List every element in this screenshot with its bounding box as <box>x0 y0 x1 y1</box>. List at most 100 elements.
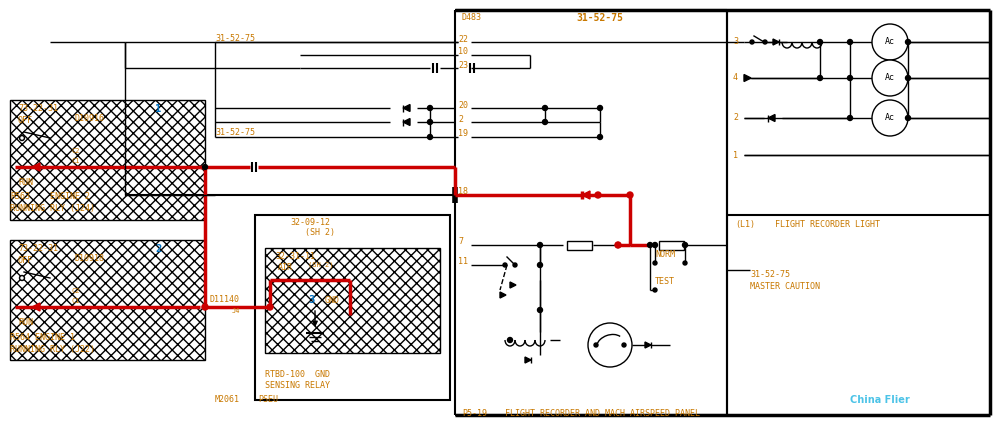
Circle shape <box>905 76 910 81</box>
Polygon shape <box>767 115 774 121</box>
Text: OFF: OFF <box>18 256 33 265</box>
Circle shape <box>847 115 852 121</box>
Text: 31-52-75: 31-52-75 <box>215 128 255 137</box>
Polygon shape <box>743 75 750 82</box>
Polygon shape <box>510 282 516 288</box>
Text: China Flier: China Flier <box>850 395 909 405</box>
Circle shape <box>847 76 852 81</box>
Text: AIR: AIR <box>278 263 293 272</box>
Text: 2: 2 <box>154 244 161 254</box>
Polygon shape <box>525 357 531 363</box>
Circle shape <box>816 76 821 81</box>
Circle shape <box>427 120 432 124</box>
Text: PSEU: PSEU <box>258 395 278 404</box>
Text: (SH 2): (SH 2) <box>308 261 333 268</box>
Text: TEST: TEST <box>654 277 674 286</box>
Text: 31-52-75: 31-52-75 <box>576 13 623 23</box>
Text: SENSING RELAY: SENSING RELAY <box>265 381 330 390</box>
Circle shape <box>762 40 766 44</box>
Circle shape <box>682 261 686 265</box>
Text: 23: 23 <box>457 60 467 69</box>
Bar <box>255 215 449 400</box>
Polygon shape <box>402 118 409 126</box>
Circle shape <box>597 135 602 139</box>
Text: FLIGHT RECORDER LIGHT: FLIGHT RECORDER LIGHT <box>774 220 879 229</box>
Text: R563: R563 <box>10 192 30 201</box>
Text: D483: D483 <box>461 13 481 22</box>
Bar <box>659 241 684 250</box>
Text: 2: 2 <box>732 114 737 123</box>
Text: GND: GND <box>325 296 340 305</box>
Circle shape <box>542 120 547 124</box>
Polygon shape <box>644 342 650 348</box>
Polygon shape <box>32 163 40 171</box>
Circle shape <box>203 164 208 169</box>
Circle shape <box>537 242 542 248</box>
Circle shape <box>19 136 24 141</box>
Text: 73-22-31: 73-22-31 <box>18 244 58 253</box>
Text: C2: C2 <box>72 288 80 294</box>
Text: OFF: OFF <box>18 116 33 125</box>
Text: C1: C1 <box>72 298 80 304</box>
Text: P5-19: P5-19 <box>461 409 486 418</box>
Text: FLIGHT RECORDER AND MACH AIRSPEED PANEL: FLIGHT RECORDER AND MACH AIRSPEED PANEL <box>505 409 699 418</box>
Text: 31-52-75: 31-52-75 <box>215 34 255 43</box>
Circle shape <box>537 263 542 268</box>
Text: RUNNING RLY (J22): RUNNING RLY (J22) <box>10 345 95 354</box>
Circle shape <box>267 304 273 310</box>
Circle shape <box>872 24 907 60</box>
Text: Ac: Ac <box>884 114 894 123</box>
Circle shape <box>203 305 208 309</box>
Circle shape <box>905 115 910 121</box>
Text: 11: 11 <box>457 257 467 266</box>
Circle shape <box>595 192 601 198</box>
Circle shape <box>847 39 852 45</box>
Circle shape <box>647 242 652 248</box>
Text: D10918: D10918 <box>75 254 105 263</box>
Circle shape <box>594 343 598 347</box>
Text: RUN: RUN <box>18 178 33 187</box>
Text: 32-31-11: 32-31-11 <box>275 252 315 261</box>
Polygon shape <box>499 292 506 298</box>
Polygon shape <box>402 105 409 112</box>
Text: 1: 1 <box>732 151 737 160</box>
Bar <box>10 240 205 360</box>
Circle shape <box>682 242 687 248</box>
Bar <box>567 241 592 250</box>
Bar <box>10 100 205 220</box>
Circle shape <box>537 308 542 312</box>
Text: 7: 7 <box>457 238 462 247</box>
Text: 1: 1 <box>154 104 161 114</box>
Circle shape <box>513 263 517 267</box>
Circle shape <box>507 338 512 342</box>
Text: 4: 4 <box>732 73 737 82</box>
Text: 3: 3 <box>308 295 314 305</box>
Polygon shape <box>32 303 40 311</box>
Text: 18: 18 <box>457 187 467 196</box>
Circle shape <box>627 192 632 198</box>
Text: 31-52-75: 31-52-75 <box>749 270 789 279</box>
Text: (SH 2): (SH 2) <box>305 228 335 237</box>
Text: Ac: Ac <box>884 73 894 82</box>
Circle shape <box>542 106 547 111</box>
Text: D10916: D10916 <box>75 114 105 123</box>
Circle shape <box>872 60 907 96</box>
Circle shape <box>816 39 821 45</box>
Circle shape <box>427 135 432 139</box>
Circle shape <box>503 263 507 267</box>
Text: 20: 20 <box>457 100 467 109</box>
Bar <box>265 248 439 353</box>
Text: 22: 22 <box>457 34 467 43</box>
Circle shape <box>905 39 910 45</box>
Text: (L1): (L1) <box>734 220 754 229</box>
Circle shape <box>21 137 23 139</box>
Text: C2: C2 <box>72 148 80 154</box>
Text: 73-22-31: 73-22-31 <box>18 104 58 113</box>
Circle shape <box>622 343 626 347</box>
Text: J4: J4 <box>232 308 241 314</box>
Circle shape <box>588 323 631 367</box>
Circle shape <box>652 261 656 265</box>
Circle shape <box>872 100 907 136</box>
Text: C1: C1 <box>72 158 80 164</box>
Text: 19: 19 <box>457 130 467 139</box>
